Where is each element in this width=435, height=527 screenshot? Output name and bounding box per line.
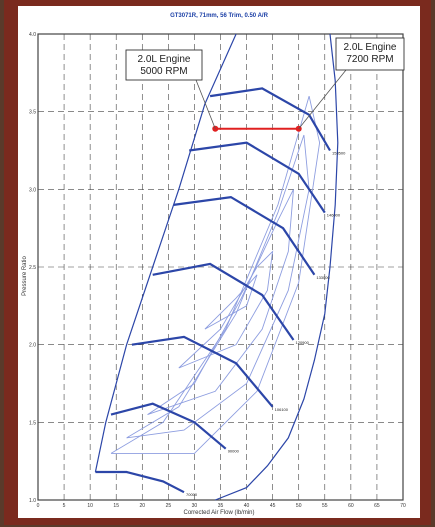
x-tick-label: 60 [348,503,354,509]
x-tick-label: 25 [166,503,172,509]
speed-label-133000: 133000 [316,275,330,280]
speed-line-70000 [95,470,185,494]
callout-text-2-1: 2.0L Engine [343,42,396,53]
speed-line-146000 [189,141,326,214]
y-tick-label: 1.0 [29,498,36,504]
x-tick-label: 70 [400,503,406,509]
callout-text-1-1: 2.0L Engine [137,54,190,65]
callout-box-2 [335,37,405,71]
callout-leader-1 [195,79,216,129]
efficiency-island-60pct [110,95,321,454]
y-tick-label: 4.0 [29,32,36,38]
x-tick-label: 35 [218,503,224,509]
surge-line [94,33,237,473]
speed-label-70000: 70000 [186,492,198,497]
choke-line [215,33,339,501]
y-tick-label: 2.5 [29,265,36,271]
y-tick-label: 3.0 [29,187,36,193]
x-tick-label: 50 [296,503,302,509]
speed-label-153500: 153500 [332,151,346,156]
x-tick-label: 0 [37,503,40,509]
efficiency-island-65pct [126,134,310,439]
x-axis-label: Corrected Air Flow (lb/min) [183,510,254,516]
y-tick-label: 2.0 [29,343,36,349]
x-tick-label: 45 [270,503,276,509]
x-tick-label: 10 [87,503,93,509]
x-tick-label: 30 [192,503,198,509]
speed-label-120900: 120900 [296,340,310,345]
efficiency-island-76pct [204,274,258,330]
x-tick-label: 65 [374,503,380,509]
speed-line-153500 [209,87,331,152]
speed-label-146000: 146000 [327,213,341,218]
speed-line-120900 [152,262,295,341]
speed-line-106100 [131,335,274,408]
x-tick-label: 40 [244,503,250,509]
x-tick-label: 20 [140,503,146,509]
efficiency-island-74pct [178,250,274,369]
x-tick-label: 55 [322,503,328,509]
speed-line-90000 [110,402,227,450]
y-axis-label: Pressure Ratio [22,255,28,295]
speed-label-90000: 90000 [228,449,240,454]
callout-leader-2 [298,69,347,130]
image-frame: GT3071R, 71mm, 56 Trim, 0.50 A/R Correct… [4,0,431,525]
compressor-map-chart: GT3071R, 71mm, 56 Trim, 0.50 A/R Correct… [22,13,406,516]
callout-text-2-2: 7200 RPM [346,54,393,65]
callout-text-1-2: 5000 RPM [140,66,187,77]
callout-box-1 [125,49,203,81]
x-tick-label: 15 [113,503,119,509]
chart-title: GT3071R, 71mm, 56 Trim, 0.50 A/R [170,13,268,19]
speed-line-133000 [173,195,316,276]
x-tick-label: 5 [63,503,66,509]
y-tick-label: 1.5 [29,420,36,426]
y-tick-label: 3.5 [29,110,36,116]
plot-area: 0 5 10 15 20 25 30 35 40 45 50 55 60 65 70 1.0 1.5 2.0 2.5… [29,32,406,509]
chart-sheet: GT3071R, 71mm, 56 Trim, 0.50 A/R Correct… [18,6,420,518]
speed-label-106100: 106100 [275,407,289,412]
efficiency-island-70pct [147,189,294,416]
